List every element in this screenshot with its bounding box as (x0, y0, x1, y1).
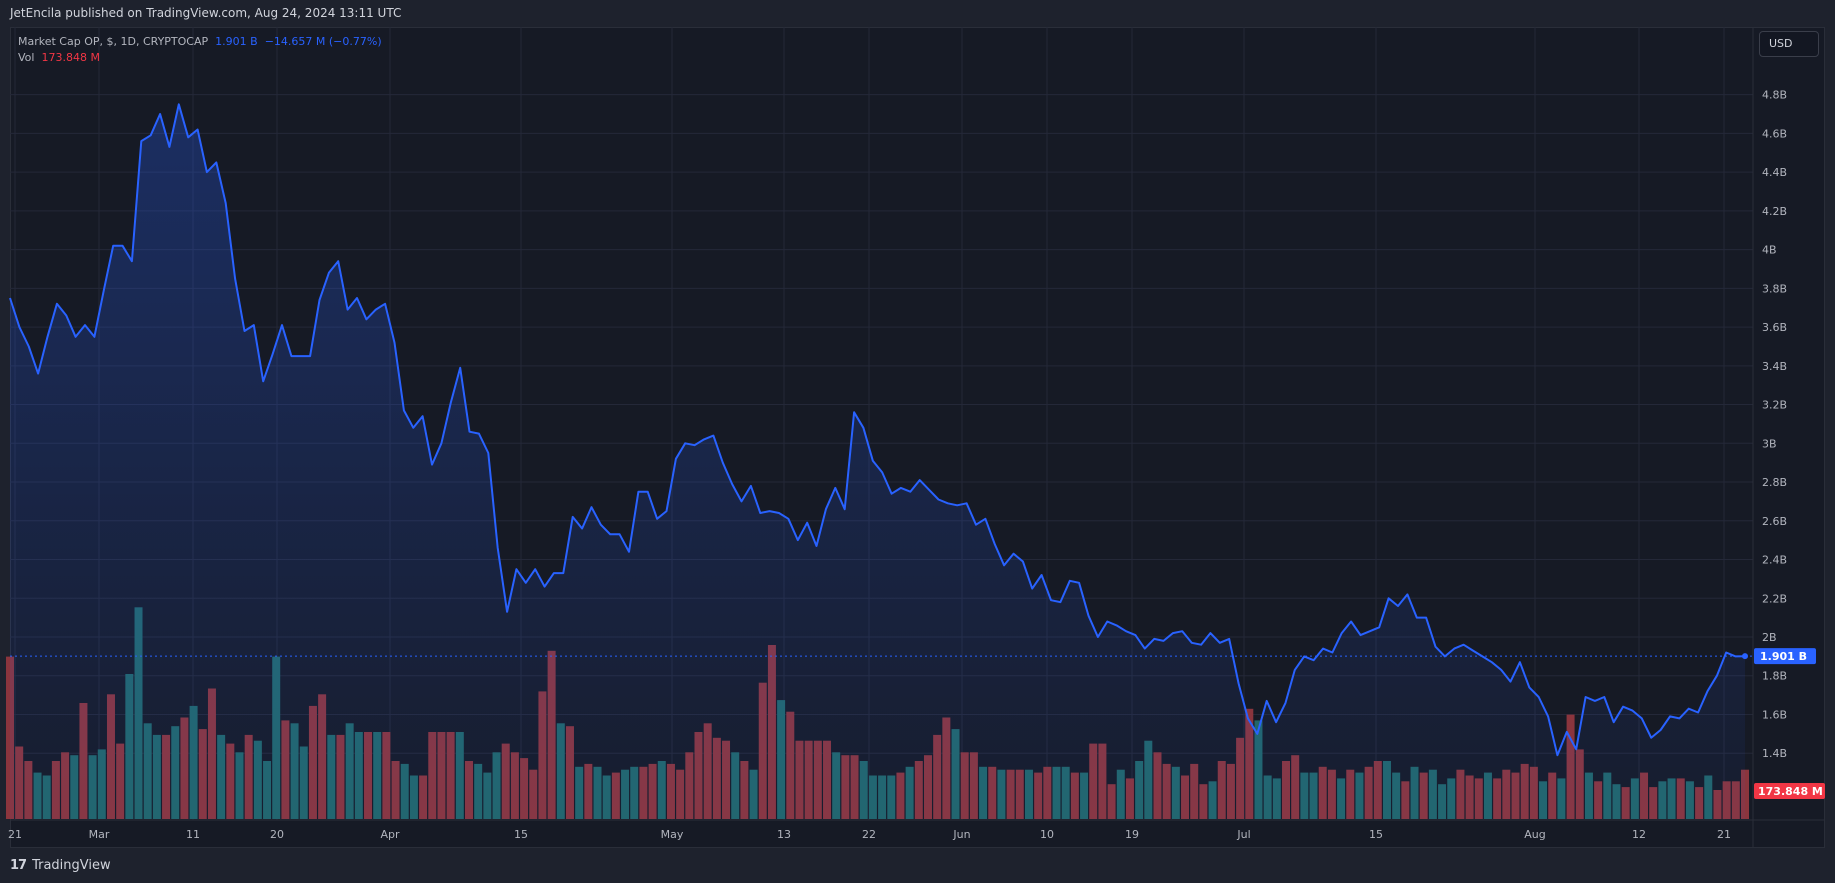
svg-text:2.2B: 2.2B (1762, 592, 1787, 605)
svg-text:Jul: Jul (1236, 828, 1250, 841)
svg-text:4B: 4B (1762, 244, 1777, 257)
footer-brand[interactable]: 17 TradingView (10, 858, 111, 873)
svg-text:3.4B: 3.4B (1762, 360, 1787, 373)
price-area-fill (10, 104, 1745, 820)
currency-button[interactable]: USD (1759, 31, 1819, 57)
svg-text:May: May (661, 828, 684, 841)
svg-text:Apr: Apr (380, 828, 400, 841)
legend-change: −14.657 M (−0.77%) (264, 35, 382, 48)
svg-text:3.6B: 3.6B (1762, 321, 1787, 334)
svg-text:11: 11 (186, 828, 200, 841)
legend-price: 1.901 B (215, 35, 258, 48)
svg-text:Jun: Jun (952, 828, 970, 841)
svg-text:1.6B: 1.6B (1762, 708, 1787, 721)
publish-attribution: JetEncila published on TradingView.com, … (10, 6, 402, 20)
legend-vol-label: Vol (18, 51, 35, 64)
svg-text:2.8B: 2.8B (1762, 476, 1787, 489)
last-price-badge: 1.901 B (1754, 648, 1816, 665)
svg-text:2.6B: 2.6B (1762, 515, 1787, 528)
svg-text:13: 13 (777, 828, 791, 841)
legend-symbol: Market Cap OP, $, 1D, CRYPTOCAP (18, 35, 209, 48)
svg-text:10: 10 (1040, 828, 1054, 841)
svg-text:173.848 M: 173.848 M (1758, 785, 1823, 798)
last-price-dot (1742, 653, 1748, 660)
time-axis: 21 Mar 11 20 Apr 15 May 13 22 Jun 10 19 Jul 15 Aug 12 21 (8, 828, 1731, 841)
svg-text:Mar: Mar (89, 828, 110, 841)
svg-text:4.2B: 4.2B (1762, 205, 1787, 218)
tradingview-logo-icon: 17 (10, 858, 27, 873)
svg-text:15: 15 (1369, 828, 1383, 841)
svg-text:20: 20 (270, 828, 284, 841)
svg-text:4.6B: 4.6B (1762, 127, 1787, 140)
svg-text:21: 21 (1717, 828, 1731, 841)
svg-text:22: 22 (862, 828, 876, 841)
svg-text:1.4B: 1.4B (1762, 747, 1787, 760)
svg-text:4.8B: 4.8B (1762, 89, 1787, 102)
price-axis: 4.8B 4.6B 4.4B 4.2B 4B 3.8B 3.6B 3.4B 3.2B 3B 2.8B… (1762, 89, 1787, 761)
svg-text:1.901 B: 1.901 B (1760, 650, 1807, 663)
svg-text:15: 15 (514, 828, 528, 841)
svg-text:12: 12 (1632, 828, 1646, 841)
svg-text:3B: 3B (1762, 437, 1777, 450)
svg-text:19: 19 (1125, 828, 1139, 841)
svg-text:2B: 2B (1762, 631, 1777, 644)
svg-text:3.2B: 3.2B (1762, 399, 1787, 412)
svg-text:21: 21 (8, 828, 22, 841)
legend-vol-value: 173.848 M (41, 51, 100, 64)
legend-main-row: Market Cap OP, $, 1D, CRYPTOCAP 1.901 B … (18, 34, 382, 50)
legend-volume-row: Vol 173.848 M (18, 50, 382, 66)
footer-brand-text: TradingView (32, 858, 111, 873)
chart-legend: Market Cap OP, $, 1D, CRYPTOCAP 1.901 B … (18, 34, 382, 66)
svg-text:4.4B: 4.4B (1762, 166, 1787, 179)
svg-text:2.4B: 2.4B (1762, 554, 1787, 567)
last-volume-badge: 173.848 M (1754, 783, 1825, 799)
svg-text:1.8B: 1.8B (1762, 670, 1787, 683)
svg-text:Aug: Aug (1524, 828, 1545, 841)
price-line (9, 103, 1746, 757)
svg-text:3.8B: 3.8B (1762, 282, 1787, 295)
